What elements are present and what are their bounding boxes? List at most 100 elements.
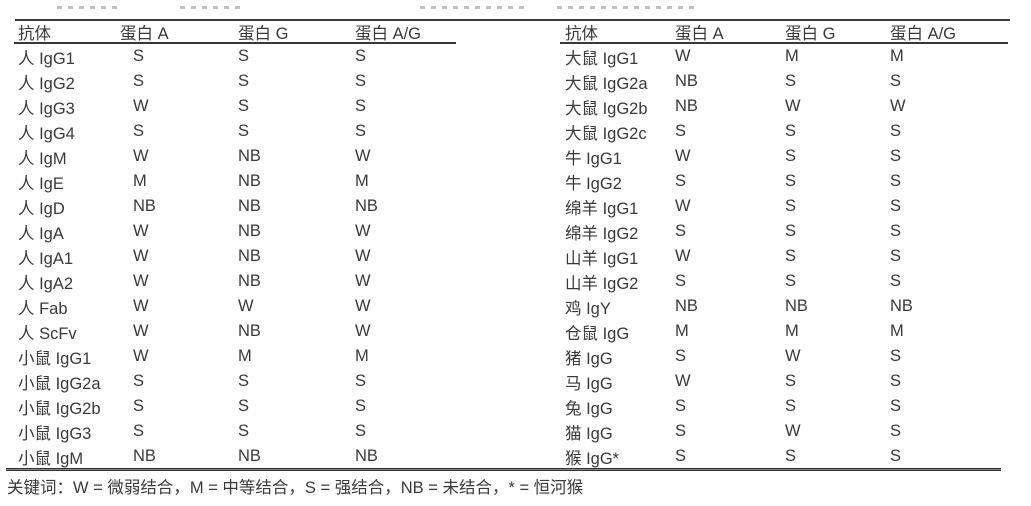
antibody-cell: 大鼠 IgG1 (565, 49, 639, 68)
protein-ag-cell: S (890, 247, 902, 265)
antibody-cell: 仓鼠 IgG (565, 324, 630, 343)
protein-a-cell: NB (675, 97, 698, 115)
protein-ag-cell: W (890, 97, 906, 115)
antibody-cell: 兔 IgG (565, 399, 613, 418)
protein-ag-cell: S (890, 372, 902, 390)
antibody-cell: 绵羊 IgG1 (565, 199, 639, 218)
cropped-text-artifact (57, 6, 117, 9)
protein-ag-cell: W (355, 322, 371, 340)
protein-ag-cell: W (355, 272, 371, 290)
table-body: 人 IgG1 S S S 人 IgG2 S S S 人 IgG3 W S S (14, 44, 456, 469)
header-protein-ag: 蛋白 A/G (890, 24, 957, 43)
protein-g-cell: S (238, 372, 250, 390)
protein-a-cell: W (133, 347, 149, 365)
protein-g-cell: S (238, 47, 250, 65)
protein-g-cell: S (238, 72, 250, 90)
protein-g-cell: S (785, 147, 797, 165)
protein-a-cell: NB (675, 297, 698, 315)
protein-ag-cell: S (890, 222, 902, 240)
antibody-cell: 马 IgG (565, 374, 613, 393)
antibody-cell: 牛 IgG1 (565, 149, 622, 168)
protein-a-cell: W (133, 297, 149, 315)
protein-ag-cell: S (890, 447, 902, 465)
protein-ag-cell: W (355, 147, 371, 165)
table-row: 大鼠 IgG2a NB S S (560, 69, 1008, 94)
header-protein-g: 蛋白 G (785, 24, 836, 43)
protein-ag-cell: S (890, 72, 902, 90)
header-protein-a: 蛋白 A (675, 24, 724, 43)
protein-ag-cell: S (355, 47, 367, 65)
key-legend: 关键词：W = 微弱结合，M = 中等结合，S = 强结合，NB = 未结合，*… (7, 479, 584, 497)
protein-g-cell: S (785, 247, 797, 265)
protein-a-cell: S (675, 122, 687, 140)
protein-g-cell: S (238, 422, 250, 440)
table-row: 大鼠 IgG2c S S S (560, 119, 1008, 144)
antibody-cell: 牛 IgG2 (565, 174, 622, 193)
antibody-cell: 猫 IgG (565, 424, 613, 443)
table-row: 兔 IgG S S S (560, 394, 1008, 419)
protein-ag-cell: S (355, 97, 367, 115)
protein-a-cell: S (675, 272, 687, 290)
table-row: 人 IgE M NB M (14, 169, 456, 194)
protein-g-cell: S (785, 397, 797, 415)
protein-g-cell: NB (238, 322, 261, 340)
table-row: 鸡 IgY NB NB NB (560, 294, 1008, 319)
protein-ag-cell: W (355, 247, 371, 265)
antibody-cell: 人 IgA1 (18, 249, 74, 268)
protein-a-cell: NB (133, 447, 156, 465)
antibody-cell: 小鼠 IgG2b (18, 399, 101, 418)
protein-a-cell: W (133, 272, 149, 290)
table-row: 人 IgG1 S S S (14, 44, 456, 69)
protein-a-cell: S (133, 47, 145, 65)
protein-a-cell: W (133, 97, 149, 115)
protein-ag-cell: M (890, 47, 904, 65)
table-header: 抗体 蛋白 A 蛋白 G 蛋白 A/G (560, 21, 1008, 44)
header-antibody: 抗体 (18, 24, 51, 43)
antibody-cell: 小鼠 IgM (18, 449, 84, 468)
protein-ag-cell: S (890, 172, 902, 190)
protein-g-cell: S (785, 372, 797, 390)
protein-ag-cell: S (890, 397, 902, 415)
protein-a-cell: M (675, 322, 689, 340)
antibody-cell: 大鼠 IgG2b (565, 99, 648, 118)
antibody-cell: 大鼠 IgG2a (565, 74, 648, 93)
protein-a-cell: W (133, 222, 149, 240)
table-row: 人 ScFv W NB W (14, 319, 456, 344)
antibody-cell: 人 IgG1 (18, 49, 75, 68)
table-row: 绵羊 IgG1 W S S (560, 194, 1008, 219)
protein-g-cell: S (785, 197, 797, 215)
table-row: 人 IgA W NB W (14, 219, 456, 244)
table-row: 小鼠 IgM NB NB NB (14, 444, 456, 469)
antibody-cell: 山羊 IgG2 (565, 274, 639, 293)
table-row: 小鼠 IgG1 W M M (14, 344, 456, 369)
table-row: 人 Fab W W W (14, 294, 456, 319)
protein-ag-cell: M (890, 322, 904, 340)
protein-g-cell: S (238, 397, 250, 415)
protein-a-cell: S (675, 422, 687, 440)
antibody-cell: 猴 IgG* (565, 449, 620, 468)
antibody-cell: 人 IgG2 (18, 74, 75, 93)
binding-table-right: 抗体 蛋白 A 蛋白 G 蛋白 A/G 大鼠 IgG1 W M M 大鼠 IgG… (560, 21, 1008, 469)
antibody-cell: 鸡 IgY (565, 299, 611, 318)
protein-ag-cell: S (890, 122, 902, 140)
protein-ag-cell: S (890, 347, 902, 365)
protein-g-cell: S (785, 222, 797, 240)
table-row: 猫 IgG S W S (560, 419, 1008, 444)
table-row: 仓鼠 IgG M M M (560, 319, 1008, 344)
table-row: 绵羊 IgG2 S S S (560, 219, 1008, 244)
table-row: 山羊 IgG2 S S S (560, 269, 1008, 294)
table-header: 抗体 蛋白 A 蛋白 G 蛋白 A/G (14, 21, 456, 44)
table-row: 牛 IgG1 W S S (560, 144, 1008, 169)
protein-g-cell: NB (238, 272, 261, 290)
top-rule (15, 19, 1010, 21)
protein-ag-cell: S (890, 272, 902, 290)
antibody-cell: 人 IgM (18, 149, 67, 168)
antibody-cell: 猪 IgG (565, 349, 613, 368)
protein-g-cell: S (238, 97, 250, 115)
protein-a-cell: NB (133, 197, 156, 215)
protein-ag-cell: S (355, 397, 367, 415)
antibody-cell: 人 IgE (18, 174, 64, 193)
protein-a-cell: S (133, 372, 145, 390)
table-row: 大鼠 IgG1 W M M (560, 44, 1008, 69)
